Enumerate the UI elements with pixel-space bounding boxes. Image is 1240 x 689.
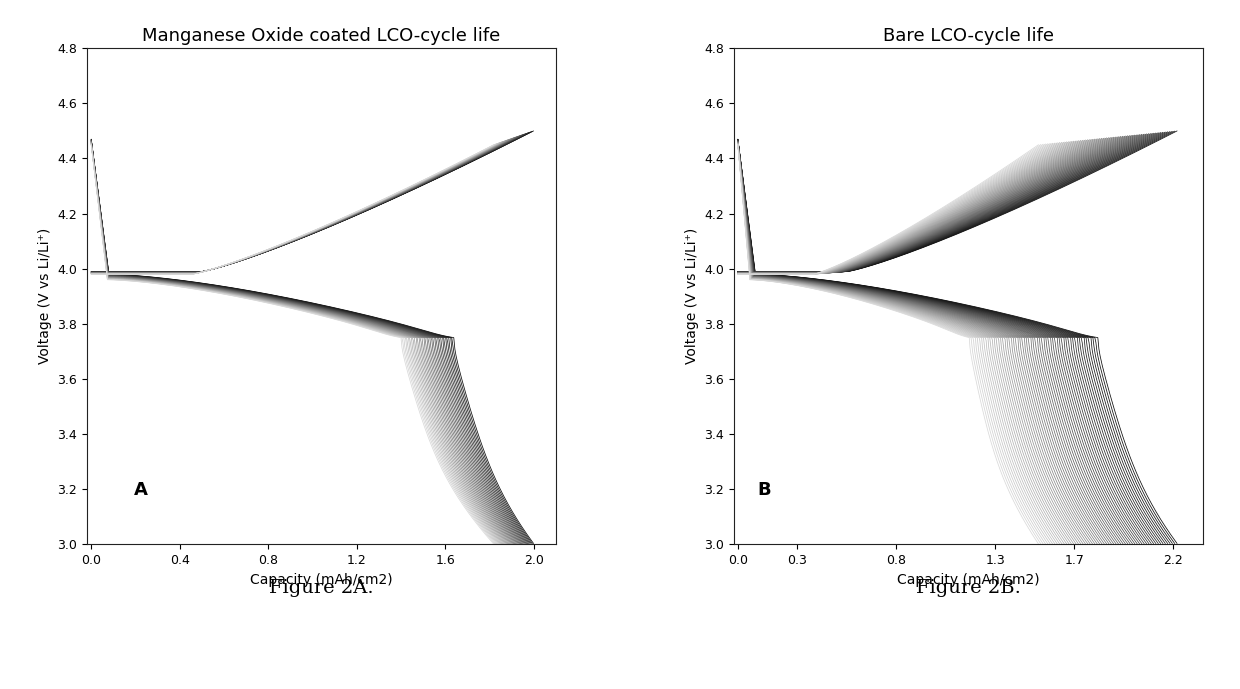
Text: Figure 2B.: Figure 2B.: [916, 579, 1021, 597]
Text: A: A: [134, 481, 148, 499]
Title: Bare LCO-cycle life: Bare LCO-cycle life: [883, 28, 1054, 45]
Text: Figure 2A.: Figure 2A.: [269, 579, 373, 597]
X-axis label: Capacity (mAh/cm2): Capacity (mAh/cm2): [250, 573, 393, 586]
Y-axis label: Voltage (V vs Li/Li⁺): Voltage (V vs Li/Li⁺): [37, 228, 52, 364]
Text: B: B: [758, 481, 771, 499]
X-axis label: Capacity (mAh/cm2): Capacity (mAh/cm2): [897, 573, 1039, 586]
Y-axis label: Voltage (V vs Li/Li⁺): Voltage (V vs Li/Li⁺): [684, 228, 698, 364]
Title: Manganese Oxide coated LCO-cycle life: Manganese Oxide coated LCO-cycle life: [143, 28, 501, 45]
